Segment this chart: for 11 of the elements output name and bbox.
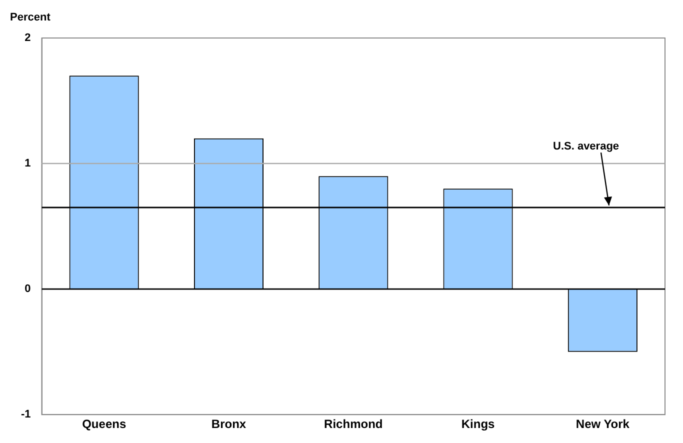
y-tick-label: -1 <box>21 408 31 421</box>
x-tick-label: Queens <box>82 417 126 432</box>
x-tick-label: Kings <box>461 417 496 432</box>
ref-line-label: U.S. average <box>553 140 620 153</box>
x-tick-label: New York <box>576 417 630 432</box>
y-tick-label: 0 <box>24 283 31 296</box>
y-tick-label: 1 <box>24 158 31 170</box>
y-axis-title: Percent <box>10 12 51 24</box>
x-tick-label: Richmond <box>324 417 383 432</box>
y-tick-label: 2 <box>24 32 31 44</box>
x-tick-label: Bronx <box>211 417 246 432</box>
